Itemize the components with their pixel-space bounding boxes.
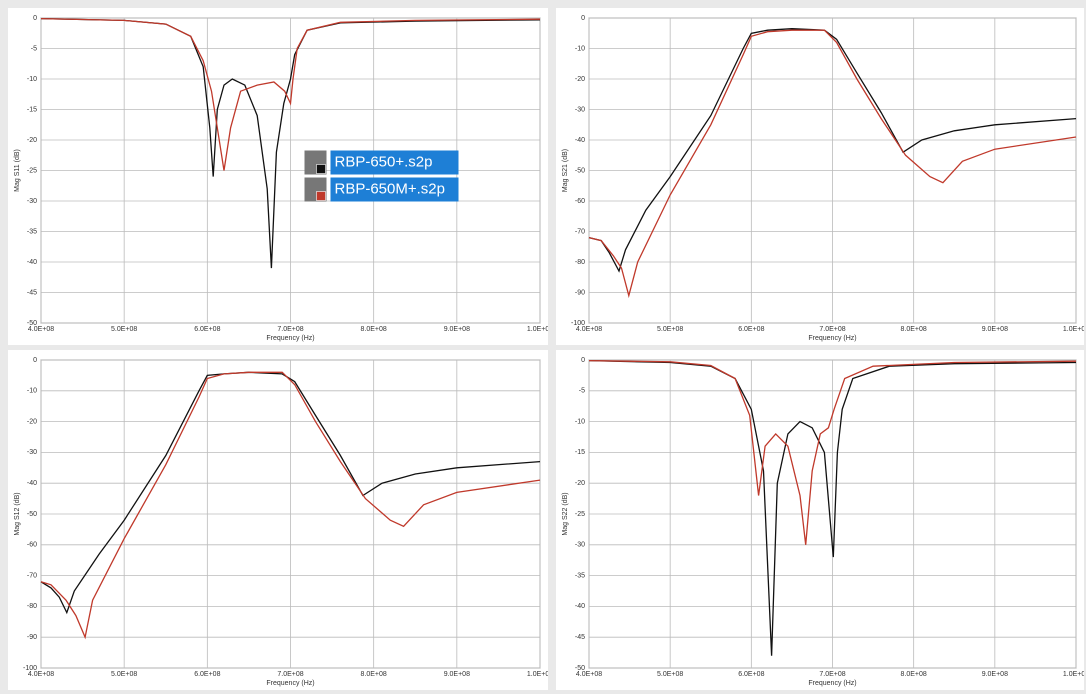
y-tick-label: -100 [23, 665, 37, 672]
y-tick-label: -15 [575, 449, 585, 456]
y-tick-label: -20 [575, 480, 585, 487]
y-tick-label: -60 [575, 198, 585, 205]
x-tick-label: 5.0E+08 [657, 671, 683, 678]
x-tick-label: 5.0E+08 [111, 671, 137, 678]
legend-swatch [316, 164, 326, 174]
y-tick-label: -40 [27, 259, 37, 266]
y-tick-label: -20 [27, 137, 37, 144]
chart-panel: 4.0E+08 5.0E+08 6.0E+08 7.0E+08 8.0E+08 9.0E+… [556, 8, 1084, 345]
x-tick-label: 5.0E+08 [111, 326, 137, 333]
x-tick-label: 4.0E+08 [28, 671, 54, 678]
x-tick-label: 8.0E+08 [901, 671, 927, 678]
x-tick-label: 9.0E+08 [444, 671, 470, 678]
y-tick-label: -60 [27, 542, 37, 549]
series-line [588, 359, 1077, 545]
y-axis-label: Mag S12 (dB) [14, 492, 21, 535]
y-tick-label: -40 [575, 603, 585, 610]
x-tick-label: 6.0E+08 [738, 326, 764, 333]
x-tick-label: 9.0E+08 [982, 671, 1008, 678]
legend-item: RBP-650+.s2p [304, 150, 459, 175]
y-tick-label: -50 [27, 320, 37, 327]
y-tick-label: -20 [575, 76, 585, 83]
x-tick-label: 7.0E+08 [277, 326, 303, 333]
x-tick-label: 8.0E+08 [361, 671, 387, 678]
x-tick-label: 5.0E+08 [657, 326, 683, 333]
y-tick-label: 0 [33, 15, 37, 22]
y-tick-label: -40 [27, 480, 37, 487]
legend-label-bg [330, 177, 459, 202]
x-axis-label: Frequency (Hz) [266, 680, 314, 687]
x-tick-label: 7.0E+08 [819, 326, 845, 333]
x-tick-label: 7.0E+08 [819, 671, 845, 678]
y-tick-label: -10 [27, 76, 37, 83]
y-tick-label: -35 [575, 572, 585, 579]
series-line [40, 17, 541, 171]
legend-label-bg [330, 150, 459, 175]
y-tick-label: -15 [27, 106, 37, 113]
legend-label: RBP-650M+.s2p [335, 180, 445, 197]
y-tick-label: -25 [27, 167, 37, 174]
x-tick-label: 9.0E+08 [444, 326, 470, 333]
x-axis-label: Frequency (Hz) [808, 335, 856, 342]
y-tick-label: -25 [575, 511, 585, 518]
x-tick-label: 1.0E+09 [527, 671, 548, 678]
y-tick-label: 0 [33, 357, 37, 364]
y-tick-label: -70 [27, 572, 37, 579]
y-tick-label: -30 [575, 542, 585, 549]
x-tick-label: 1.0E+09 [1063, 671, 1084, 678]
y-tick-label: -35 [27, 228, 37, 235]
y-tick-label: 0 [581, 357, 585, 364]
x-tick-label: 6.0E+08 [194, 326, 220, 333]
y-tick-label: -5 [31, 45, 37, 52]
y-tick-label: -45 [575, 634, 585, 641]
x-tick-label: 9.0E+08 [982, 326, 1008, 333]
y-tick-label: -40 [575, 137, 585, 144]
x-tick-label: 4.0E+08 [576, 671, 602, 678]
x-tick-label: 8.0E+08 [901, 326, 927, 333]
y-tick-label: 0 [581, 15, 585, 22]
y-tick-label: -30 [575, 106, 585, 113]
y-tick-label: -5 [579, 388, 585, 395]
y-tick-label: -45 [27, 289, 37, 296]
x-axis-label: Frequency (Hz) [808, 680, 856, 687]
x-tick-label: 1.0E+09 [1063, 326, 1084, 333]
x-tick-label: 6.0E+08 [194, 671, 220, 678]
y-tick-label: -10 [575, 45, 585, 52]
y-tick-label: -50 [575, 167, 585, 174]
y-tick-label: -50 [575, 665, 585, 672]
legend-swatch [316, 191, 326, 201]
legend-item: RBP-650M+.s2p [304, 177, 459, 202]
y-tick-label: -10 [27, 388, 37, 395]
x-tick-label: 4.0E+08 [576, 326, 602, 333]
chart-panel: 4.0E+08 5.0E+08 6.0E+08 7.0E+08 8.0E+08 9.0E+… [8, 350, 548, 690]
x-tick-label: 8.0E+08 [361, 326, 387, 333]
y-tick-label: -50 [27, 511, 37, 518]
x-tick-label: 4.0E+08 [28, 326, 54, 333]
y-tick-label: -30 [27, 198, 37, 205]
y-tick-label: -10 [575, 418, 585, 425]
x-tick-label: 6.0E+08 [738, 671, 764, 678]
chart-panel: 4.0E+08 5.0E+08 6.0E+08 7.0E+08 8.0E+08 9.0E+… [556, 350, 1084, 690]
y-tick-label: -80 [575, 259, 585, 266]
y-axis-label: Mag S22 (dB) [562, 492, 569, 535]
series-line [40, 371, 541, 640]
x-tick-label: 1.0E+09 [527, 326, 548, 333]
chart-panel: 4.0E+08 5.0E+08 6.0E+08 7.0E+08 8.0E+08 9.0E+… [8, 8, 548, 345]
y-tick-label: -20 [27, 418, 37, 425]
y-tick-label: -90 [575, 289, 585, 296]
y-tick-label: -70 [575, 228, 585, 235]
y-tick-label: -80 [27, 603, 37, 610]
series-line [588, 28, 1077, 273]
y-tick-label: -90 [27, 634, 37, 641]
y-tick-label: -30 [27, 449, 37, 456]
x-tick-label: 7.0E+08 [277, 671, 303, 678]
y-axis-label: Mag S21 (dB) [562, 149, 569, 192]
y-axis-label: Mag S11 (dB) [14, 149, 21, 192]
legend-label: RBP-650+.s2p [335, 153, 433, 170]
series-line [588, 29, 1077, 299]
x-axis-label: Frequency (Hz) [266, 335, 314, 342]
y-tick-label: -100 [571, 320, 585, 327]
